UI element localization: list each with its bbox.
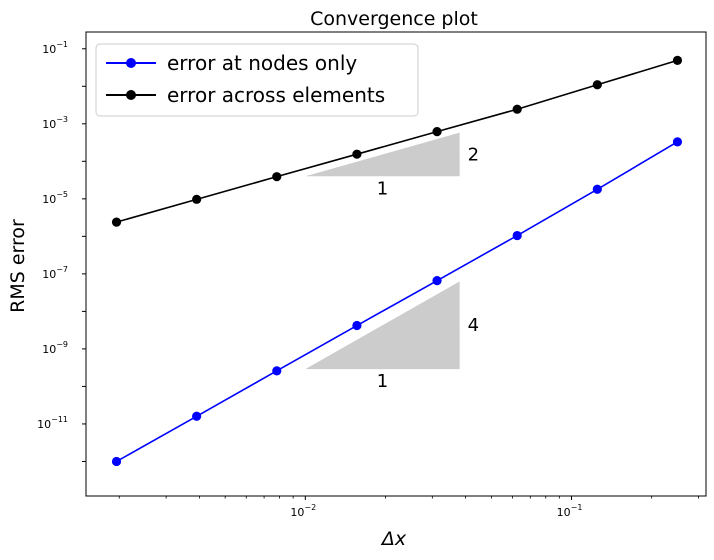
series-line [116,59,678,223]
data-point [192,194,202,204]
legend-marker-nodes [126,58,136,68]
slope-rise-label: 2 [468,144,479,165]
y-tick-label: 10−3 [42,115,68,131]
data-point [192,411,202,421]
legend-label-elements: error across elements [167,83,385,107]
data-point [432,126,442,137]
y-tick-label: 10−5 [42,190,68,206]
data-point [111,456,122,467]
data-point [272,366,282,376]
data-point [352,320,362,331]
data-point [111,217,122,227]
data-point [272,172,282,182]
data-point [432,276,442,286]
y-tick-label: 10−1 [42,40,68,56]
y-tick-label: 10−9 [42,340,68,356]
data-point [592,184,602,194]
y-tick-label: 10−11 [37,415,68,431]
data-point [512,230,522,241]
data-point [512,104,522,114]
legend-label-nodes: error at nodes only [167,51,357,75]
data-point [352,149,362,159]
axes [82,31,707,500]
data-point [592,80,602,90]
y-tick-label: 10−7 [42,265,68,281]
slope-run-label: 1 [377,178,388,199]
series-line [116,141,678,463]
y-axis-label: RMS error [7,219,29,313]
plot-frame [85,31,707,497]
slope-rise-label: 4 [468,315,479,336]
legend-frame [95,43,419,117]
slope-run-label: 1 [377,371,388,392]
legend: error at nodes only error across element… [95,43,419,117]
data-point [672,55,683,65]
x-axis-label: Δx [380,528,407,550]
legend-marker-elements [126,90,136,100]
x-tick-label: 10−2 [290,503,316,519]
slope-triangle [305,281,460,370]
series-lines [111,55,683,467]
slope-triangle [305,132,460,177]
slope-triangles: 1 2 1 4 [305,132,479,392]
data-point [672,137,683,147]
chart-title: Convergence plot [310,8,478,30]
x-tick-label: 10−1 [557,503,583,519]
